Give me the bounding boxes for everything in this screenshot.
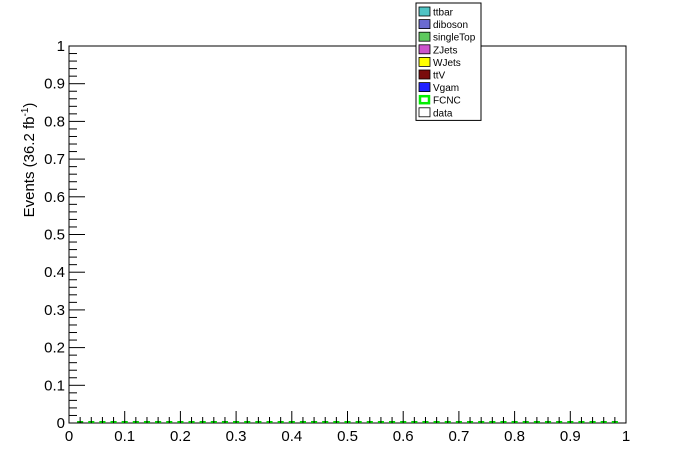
legend-swatch-singletop (418, 31, 431, 42)
legend-label-vgam: Vgam (433, 83, 459, 94)
x-tick-label: 0.7 (448, 428, 469, 445)
y-tick-label: 0.7 (44, 151, 65, 168)
x-tick-label: 0.4 (281, 428, 302, 445)
y-tick-label: 1 (57, 38, 65, 55)
legend-label-ttbar: ttbar (433, 8, 454, 19)
legend-label-zjets: ZJets (433, 45, 457, 56)
legend-label-data: data (433, 108, 453, 119)
x-tick-label: 0 (65, 428, 73, 445)
legend-swatch-fcnc (418, 94, 431, 105)
x-tick-label: 1 (622, 428, 630, 445)
y-tick-label: 0 (57, 415, 65, 432)
legend-swatch-ttv (418, 69, 431, 80)
y-axis: 0 0.1 0.2 0.3 0.4 0.5 0.6 0.7 0.8 0.9 1 (44, 38, 85, 432)
x-tick-label: 0.9 (560, 428, 581, 445)
legend-swatch-diboson (418, 19, 431, 30)
legend-label-ttv: ttV (433, 71, 446, 82)
y-tick-label: 0.6 (44, 189, 65, 206)
legend-label-wjets: WJets (433, 58, 461, 69)
x-tick-label: 0.5 (337, 428, 358, 445)
plot-frame-box (68, 45, 627, 424)
legend-label-fcnc: FCNC (433, 96, 461, 107)
y-axis-title: Events (36.2 fb-1) (20, 103, 38, 218)
y-tick-label: 0.1 (44, 377, 65, 394)
x-tick-label: 0.6 (393, 428, 414, 445)
y-tick-label: 0.3 (44, 302, 65, 319)
y-tick-label: 0.2 (44, 340, 65, 357)
x-tick-label: 0.1 (114, 428, 135, 445)
legend-swatch-vgam (418, 82, 431, 92)
legend-swatch-wjets (418, 57, 431, 67)
legend-swatch-ttbar (418, 6, 431, 17)
legend-label-singletop: singleTop (433, 33, 476, 44)
x-tick-label: 0.3 (226, 428, 247, 445)
y-tick-label: 0.4 (44, 264, 65, 281)
legend-label-diboson: diboson (433, 20, 468, 31)
x-tick-label: 0.2 (170, 428, 191, 445)
x-axis: 0 0.1 0.2 0.3 0.4 0.5 0.6 0.7 0.8 0.9 1 (65, 411, 630, 445)
x-tick-label: 0.8 (504, 428, 525, 445)
legend-swatch-data (418, 107, 431, 118)
plot-frame (68, 45, 627, 424)
legend-swatch-zjets (418, 44, 431, 55)
y-tick-label: 0.9 (44, 76, 65, 93)
y-tick-label: 0.5 (44, 227, 65, 244)
y-tick-label: 0.8 (44, 113, 65, 130)
